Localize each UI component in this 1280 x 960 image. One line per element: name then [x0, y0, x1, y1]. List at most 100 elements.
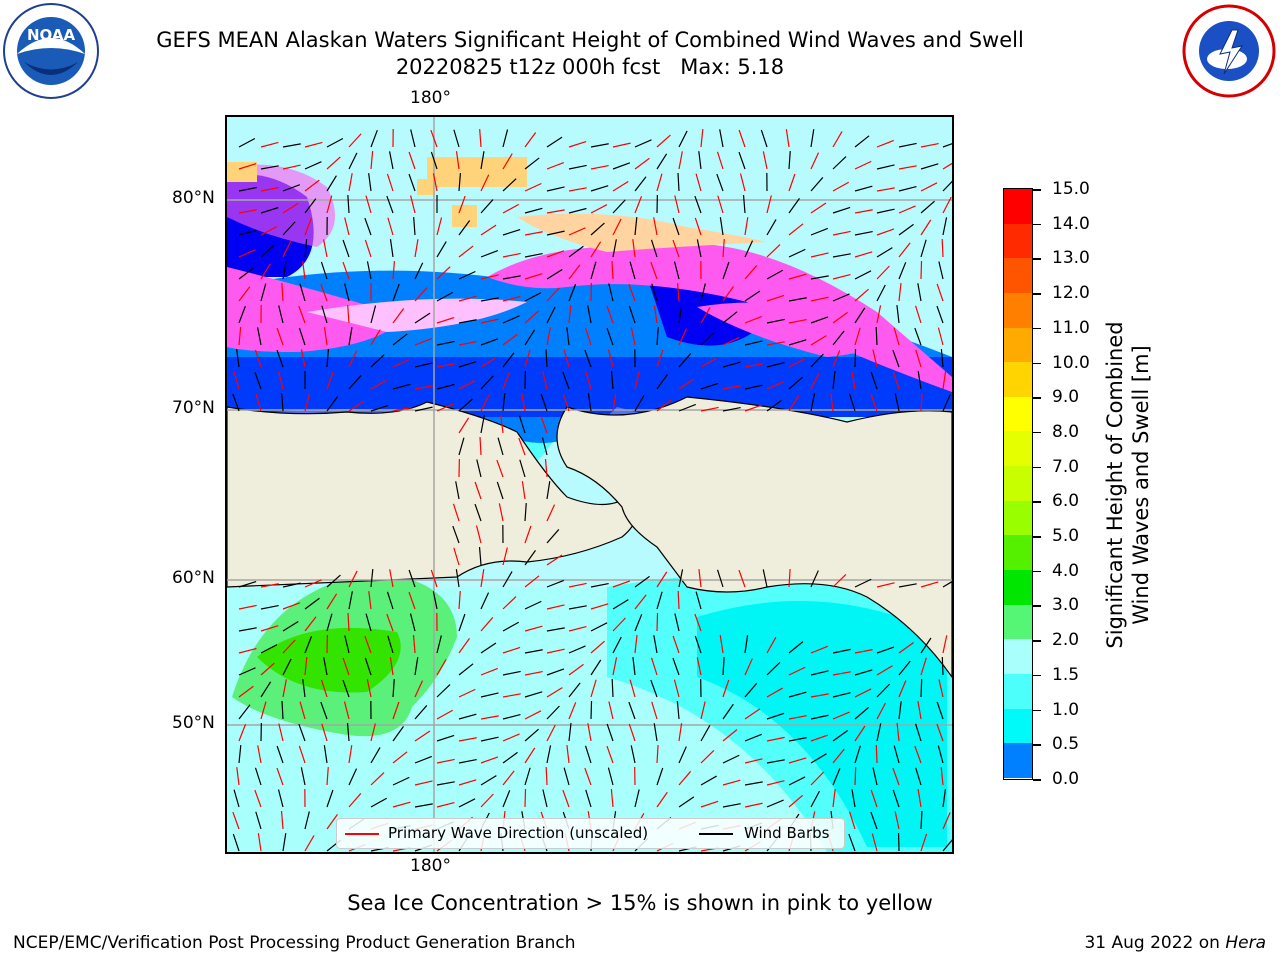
vector-mark [678, 770, 692, 786]
vector-mark [502, 333, 518, 346]
vector-mark [832, 648, 851, 654]
vector-mark [392, 358, 410, 368]
vector-mark [480, 356, 497, 368]
vector-mark [238, 267, 254, 280]
vector-mark [612, 580, 631, 588]
vector-mark [453, 547, 460, 566]
vector-mark [607, 767, 614, 786]
vector-mark [854, 251, 873, 258]
vector-mark [632, 657, 636, 676]
vector-mark [321, 723, 328, 742]
vector-mark [898, 223, 914, 236]
vector-mark [320, 283, 328, 302]
vector-mark [898, 165, 917, 170]
vector-mark [260, 701, 267, 720]
vector-mark [458, 319, 477, 324]
vector-mark [678, 746, 687, 764]
colorbar-tick-label: 1.0 [1052, 699, 1080, 720]
vector-mark [590, 261, 597, 280]
vector-mark [920, 678, 923, 698]
vector-mark [408, 151, 416, 170]
vector-mark [898, 642, 914, 654]
vector-mark [700, 800, 719, 808]
vector-mark [606, 327, 614, 346]
vector-mark [502, 315, 520, 324]
vector-mark [810, 275, 829, 280]
vector-mark [342, 261, 350, 280]
colorbar-segment [1004, 673, 1032, 709]
vector-mark [700, 283, 706, 302]
vector-mark [722, 703, 734, 720]
vector-mark [546, 481, 551, 500]
vector-mark [810, 393, 816, 412]
vector-mark [716, 569, 724, 588]
vector-mark [238, 286, 251, 302]
vector-mark [414, 287, 428, 302]
vector-mark [678, 353, 692, 368]
vector-mark [458, 417, 470, 434]
vector-mark [722, 406, 741, 412]
vector-mark [700, 357, 718, 368]
vector-mark [436, 316, 455, 324]
vector-mark [326, 349, 330, 368]
vector-mark [540, 415, 548, 434]
vector-mark [876, 582, 895, 588]
vector-mark [546, 724, 556, 742]
vector-mark [540, 393, 548, 412]
vector-mark [432, 173, 438, 192]
vector-mark [546, 579, 564, 588]
vector-mark [282, 164, 301, 170]
footer-date: 31 Aug 2022 on Hera [1084, 933, 1266, 953]
vector-mark [546, 250, 565, 258]
vector-mark [453, 129, 460, 148]
chart-title: GEFS MEAN Alaskan Waters Significant Hei… [156, 28, 1024, 52]
vector-mark [672, 657, 680, 676]
vector-mark [238, 229, 257, 236]
vector-mark [370, 772, 385, 786]
vector-mark [876, 665, 893, 676]
vector-mark [546, 268, 563, 280]
vector-mark [232, 811, 240, 830]
vector-mark [612, 142, 631, 148]
vector-mark [282, 202, 299, 214]
vector-mark [562, 371, 570, 390]
vector-mark [700, 129, 704, 148]
vector-mark [876, 208, 895, 214]
vector-mark [634, 614, 643, 632]
vector-mark [568, 723, 572, 742]
vector-mark [392, 308, 405, 324]
vector-mark [876, 139, 894, 148]
vector-mark [546, 687, 563, 698]
vector-mark [300, 349, 306, 368]
vector-mark [502, 295, 521, 302]
vector-mark [452, 525, 460, 544]
vector-mark [563, 767, 570, 786]
vector-mark [282, 639, 296, 654]
vector-mark [653, 217, 658, 236]
vector-mark [326, 195, 333, 214]
vector-mark [612, 199, 626, 214]
vector-mark [742, 195, 746, 214]
vector-mark [236, 767, 240, 786]
noaa-logo-icon: NOAA [2, 2, 100, 100]
vector-mark [541, 437, 548, 456]
vector-mark [832, 181, 850, 192]
vector-mark [480, 394, 490, 412]
vector-mark [436, 659, 447, 676]
vector-mark [260, 644, 278, 654]
vector-mark [656, 591, 663, 610]
vector-mark [497, 437, 504, 456]
vector-mark [744, 315, 762, 324]
vector-mark [914, 305, 922, 324]
colorbar-segment [1004, 639, 1032, 674]
vector-mark [370, 379, 388, 390]
colorbar-tick-label: 2.0 [1052, 630, 1080, 651]
vector-mark [920, 182, 938, 192]
vector-mark [744, 384, 763, 390]
vector-mark [348, 133, 362, 148]
vector-mark [480, 642, 497, 654]
vector-mark [414, 730, 431, 742]
vector-mark [542, 789, 548, 808]
vector-mark [898, 660, 911, 676]
vector-mark [348, 591, 353, 610]
